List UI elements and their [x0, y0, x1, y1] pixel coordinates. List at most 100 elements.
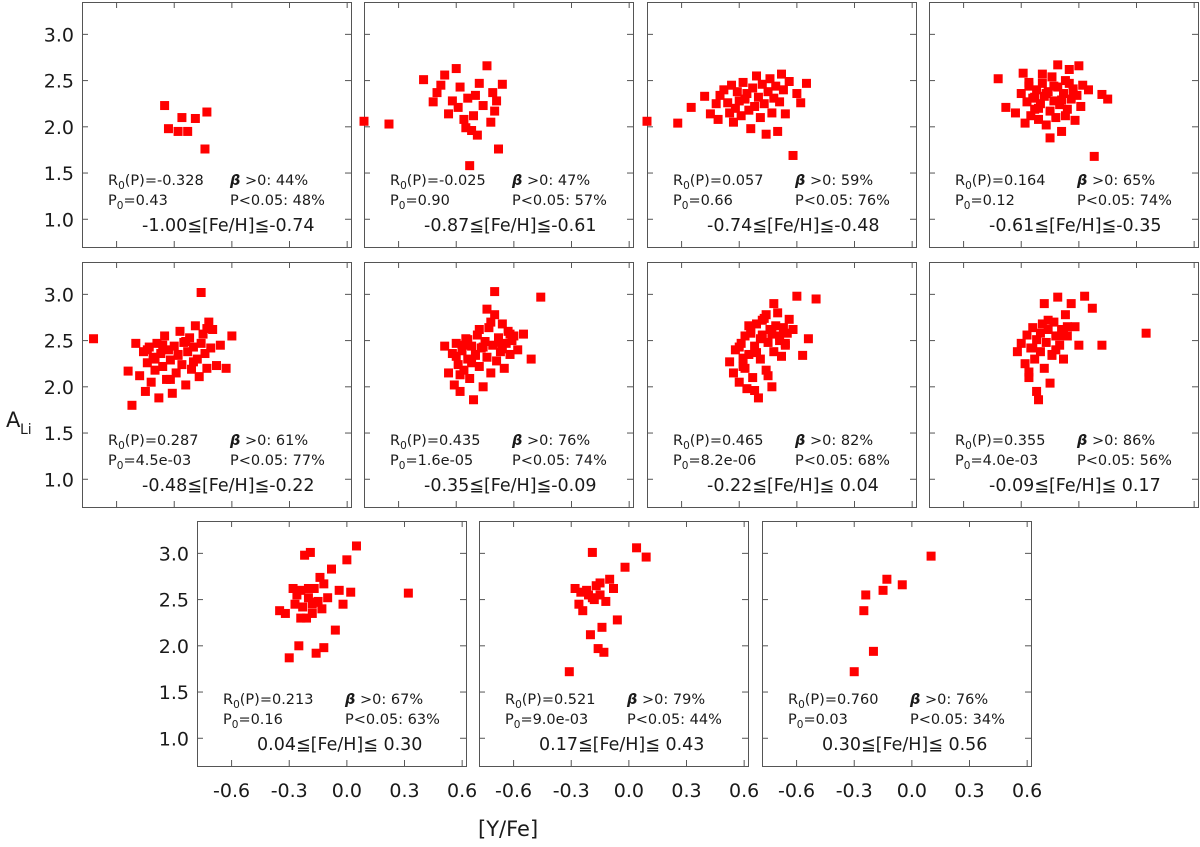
- stat-pvalue-fraction: P<0.05: 48%: [230, 193, 325, 209]
- data-point: [1045, 133, 1055, 143]
- data-point: [486, 317, 496, 327]
- data-point: [490, 287, 500, 297]
- data-point: [1041, 89, 1051, 99]
- data-point: [765, 324, 775, 334]
- data-point: [723, 98, 733, 108]
- data-point: [1039, 299, 1049, 309]
- stat-pvalue-fraction: P<0.05: 63%: [345, 712, 440, 728]
- data-point: [1010, 108, 1020, 118]
- data-point: [215, 340, 225, 350]
- data-point: [428, 97, 438, 107]
- x-tick-label: 0.6: [729, 780, 759, 802]
- data-point: [673, 118, 683, 128]
- data-point: [1035, 347, 1045, 357]
- y-tick-label: 1.0: [44, 469, 74, 491]
- metallicity-range: -0.09≦[Fe/H]≦ 0.17: [989, 476, 1161, 496]
- data-point: [470, 350, 480, 360]
- data-point: [1078, 80, 1088, 90]
- y-tick-label: 3.0: [159, 543, 189, 565]
- stat-probability: P0=0.12: [955, 193, 1015, 212]
- data-point: [453, 360, 463, 370]
- data-point: [1066, 299, 1076, 309]
- y-axis-title-main: A: [6, 408, 21, 432]
- x-tick-label: -0.6: [213, 780, 250, 802]
- data-point: [440, 70, 450, 80]
- data-point: [1047, 350, 1057, 360]
- data-point: [131, 338, 141, 348]
- data-point: [1060, 111, 1070, 121]
- data-point: [811, 294, 821, 304]
- data-point: [878, 585, 888, 595]
- data-point: [1022, 330, 1032, 340]
- data-point: [163, 345, 173, 355]
- data-point: [474, 78, 484, 88]
- data-point: [403, 588, 413, 598]
- data-point: [605, 574, 615, 584]
- x-tick-label: -0.6: [778, 780, 815, 802]
- stat-pvalue-fraction: P<0.05: 68%: [795, 453, 890, 469]
- data-point: [298, 602, 308, 612]
- data-point: [1001, 102, 1011, 112]
- panel-frame: [82, 262, 352, 508]
- stat-correlation: R0(P)=0.287: [108, 433, 198, 452]
- panel-frame: [82, 2, 352, 248]
- data-point: [319, 579, 329, 589]
- metallicity-range: -0.35≦[Fe/H]≦-0.09: [424, 476, 596, 496]
- data-point: [296, 585, 306, 595]
- data-point: [744, 105, 754, 115]
- data-point: [465, 161, 475, 171]
- data-point: [1045, 106, 1055, 116]
- data-point: [788, 324, 798, 334]
- data-points: [725, 291, 821, 403]
- data-point: [1018, 68, 1028, 78]
- data-point: [490, 310, 500, 320]
- metallicity-range: -0.22≦[Fe/H]≦ 0.04: [707, 476, 879, 496]
- data-point: [595, 578, 605, 588]
- data-point: [757, 315, 767, 325]
- data-point: [686, 102, 696, 112]
- data-point: [463, 93, 473, 103]
- data-point: [763, 337, 773, 347]
- data-point: [518, 329, 528, 339]
- stat-correlation: R0(P)=0.465: [673, 433, 763, 452]
- x-tick-label: -0.3: [271, 780, 308, 802]
- data-point: [455, 82, 465, 92]
- data-point: [750, 386, 760, 396]
- data-point: [744, 349, 754, 359]
- data-point: [788, 150, 798, 160]
- y-tick-label: 1.5: [159, 682, 189, 704]
- y-tick-label: 2.0: [44, 377, 74, 399]
- data-point: [300, 550, 310, 560]
- data-point: [494, 337, 503, 347]
- panel-frame: [364, 262, 634, 508]
- data-point: [576, 587, 586, 597]
- data-point: [480, 337, 490, 347]
- data-point: [294, 641, 304, 651]
- data-point: [497, 319, 507, 329]
- data-point: [432, 88, 442, 98]
- data-point: [1037, 69, 1047, 79]
- data-point: [782, 328, 792, 338]
- data-point: [752, 348, 762, 358]
- data-point: [738, 77, 748, 87]
- data-point: [730, 103, 740, 113]
- data-point: [792, 291, 802, 301]
- data-point: [1049, 96, 1059, 106]
- data-point: [1060, 310, 1070, 320]
- data-point: [1070, 322, 1080, 332]
- data-point: [492, 356, 502, 366]
- data-point: [595, 590, 605, 600]
- data-point: [359, 116, 369, 126]
- panel-frame: [929, 2, 1199, 248]
- y-tick-label: 1.0: [159, 728, 189, 750]
- data-point: [728, 368, 738, 378]
- data-point: [221, 363, 231, 373]
- data-points: [849, 551, 936, 677]
- panel-frame: [479, 521, 749, 767]
- data-point: [127, 400, 137, 410]
- data-point: [513, 345, 523, 355]
